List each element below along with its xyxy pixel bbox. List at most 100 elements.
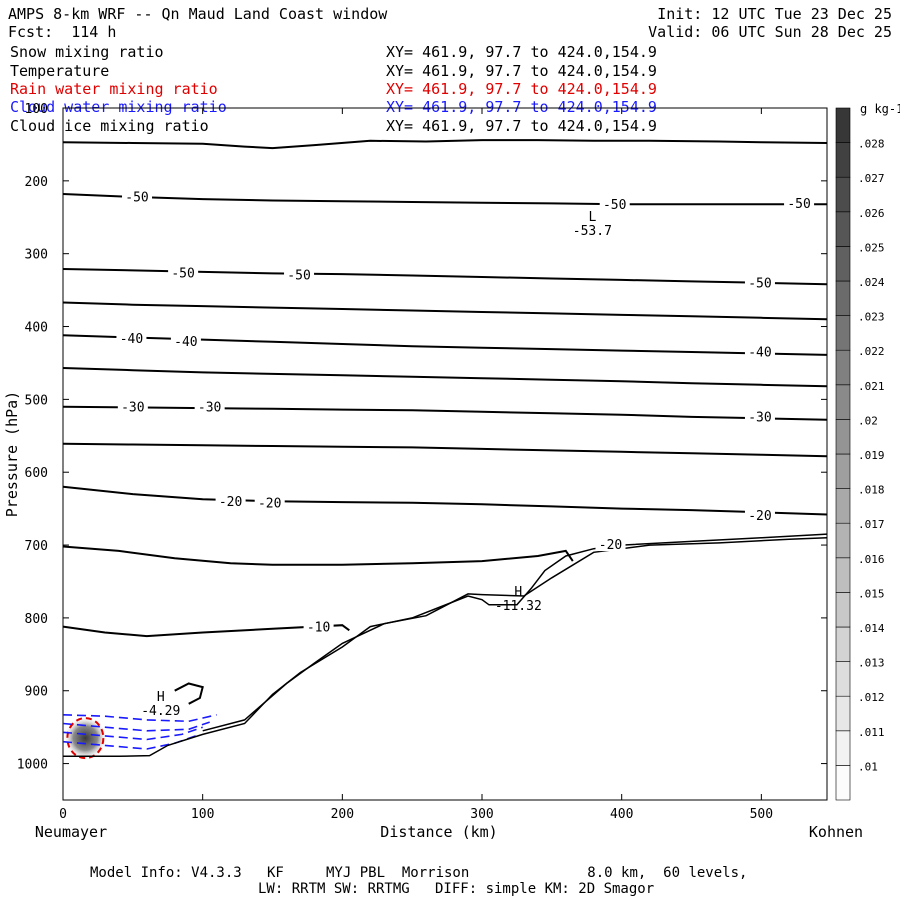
- y-axis-label: Pressure (hPa): [3, 391, 21, 517]
- colorbar-unit: g kg-1: [860, 102, 900, 116]
- contour-label: -50: [748, 277, 771, 292]
- colorbar-swatch: [835, 142, 851, 178]
- colorbar-swatch: [835, 488, 851, 524]
- y-tick-label: 900: [25, 685, 48, 700]
- contour-label: -20: [748, 509, 771, 524]
- colorbar-swatch: [835, 765, 851, 801]
- contour-label: -50: [171, 266, 194, 281]
- contour-label: -50: [603, 198, 626, 213]
- x-tick-label: 300: [470, 807, 493, 822]
- extremum-value: -4.29: [141, 704, 180, 719]
- contour-label: -40: [174, 335, 197, 350]
- x-tick-label: 0: [59, 807, 67, 822]
- field-name-temperature: Temperature: [10, 62, 110, 80]
- terrain-surface-line: [202, 537, 828, 732]
- colorbar-swatch: [835, 384, 851, 420]
- colorbar-swatch: [835, 419, 851, 455]
- colorbar-label: .024: [858, 276, 885, 289]
- contour-label-bg: [595, 537, 626, 552]
- y-tick-label: 300: [25, 248, 48, 263]
- right-endpoint-label: Kohnen: [809, 823, 863, 841]
- y-tick-label: 100: [25, 102, 48, 117]
- isotherm-line: [62, 545, 574, 566]
- y-tick-label: 1000: [17, 758, 48, 773]
- isotherm-line: [62, 624, 350, 638]
- colorbar-label: .016: [858, 553, 885, 566]
- colorbar-label: .014: [858, 622, 885, 635]
- forecast-hour: Fcst: 114 h: [8, 23, 117, 41]
- field-name-snow: Snow mixing ratio: [10, 43, 164, 61]
- colorbar-label: .02: [858, 414, 878, 427]
- colorbar-label: .022: [858, 345, 885, 358]
- contour-label-bg: [784, 196, 815, 211]
- colorbar-label: .027: [858, 172, 885, 185]
- colorbar-label: .012: [858, 691, 885, 704]
- x-axis-label: Distance (km): [380, 823, 497, 841]
- contour-label: -20: [258, 497, 281, 512]
- colorbar-label: .015: [858, 587, 885, 600]
- extremum-letter: H: [514, 585, 522, 600]
- left-endpoint-label: Neumayer: [35, 823, 107, 841]
- colorbar-swatch: [835, 280, 851, 316]
- colorbar-label: .026: [858, 207, 885, 220]
- extremum-letter: L: [588, 210, 596, 225]
- contour-label-bg: [303, 619, 334, 634]
- contour-label-bg: [122, 189, 153, 204]
- colorbar-swatch: [835, 453, 851, 489]
- model-info: Model Info: V4.3.3 KF MYJ PBL Morrison 8…: [90, 865, 748, 881]
- y-tick-label: 400: [25, 321, 48, 336]
- contour-label: -20: [219, 495, 242, 510]
- contour-label-bg: [254, 495, 285, 510]
- plot-frame: [62, 107, 828, 801]
- field-xy-temperature: XY= 461.9, 97.7 to 424.0,154.9: [386, 62, 657, 80]
- field-xy-snow: XY= 461.9, 97.7 to 424.0,154.9: [386, 43, 657, 61]
- contour-label-bg: [599, 196, 630, 211]
- isotherm-line: [62, 301, 828, 321]
- contour-label-bg: [117, 399, 148, 414]
- contour-label-bg: [744, 409, 775, 424]
- contour-label: -40: [748, 346, 771, 361]
- isotherm-line: [62, 442, 828, 458]
- isotherm-line: [62, 193, 827, 206]
- y-tick-label: 600: [25, 466, 48, 481]
- contour-label-bg: [744, 275, 775, 290]
- contour-label-bg: [170, 333, 201, 348]
- isotherm-line: [174, 682, 204, 705]
- isotherm-line: [62, 405, 828, 421]
- contour-label-bg: [168, 265, 199, 280]
- colorbar-swatch: [835, 315, 851, 351]
- colorbar-swatch: [835, 695, 851, 732]
- colorbar-swatch: [835, 246, 851, 282]
- field-name-cloud-ice: Cloud ice mixing ratio: [10, 117, 209, 135]
- contour-label-bg: [284, 267, 315, 282]
- colorbar-label: .013: [858, 657, 885, 670]
- contour-label: -20: [599, 538, 622, 553]
- contour-label-bg: [744, 344, 775, 359]
- field-name-cloud-water: Cloud water mixing ratio: [10, 98, 227, 116]
- plot-title: AMPS 8-km WRF -- Qn Maud Land Coast wind…: [8, 5, 388, 23]
- colorbar-label: .025: [858, 241, 885, 254]
- colorbar-swatch: [835, 107, 851, 143]
- contour-label: -40: [120, 332, 143, 347]
- colorbar-swatch: [835, 349, 851, 386]
- rain-water-contour: [66, 717, 105, 760]
- colorbar-swatch: [835, 522, 851, 559]
- contour-label: -50: [287, 269, 310, 284]
- init-time: Init: 12 UTC Tue 23 Dec 25: [657, 5, 892, 23]
- contour-label-bg: [116, 330, 147, 345]
- x-tick-label: 400: [610, 807, 633, 822]
- valid-time: Valid: 06 UTC Sun 28 Dec 25: [648, 23, 892, 41]
- colorbar-label: .01: [858, 760, 878, 773]
- contour-label: -50: [125, 191, 148, 206]
- colorbar-swatch: [835, 557, 851, 593]
- cloud-water-contour: [62, 726, 203, 741]
- isotherm-line: [62, 139, 828, 150]
- x-tick-label: 100: [191, 807, 214, 822]
- colorbar-label: .011: [858, 726, 885, 739]
- colorbar-label: .023: [858, 311, 885, 324]
- colorbar-swatch: [835, 730, 851, 766]
- x-tick-label: 500: [750, 807, 773, 822]
- field-xy-cloud-water: XY= 461.9, 97.7 to 424.0,154.9: [386, 98, 657, 116]
- extremum-value: -11.32: [495, 599, 542, 614]
- contour-label-bg: [194, 399, 225, 414]
